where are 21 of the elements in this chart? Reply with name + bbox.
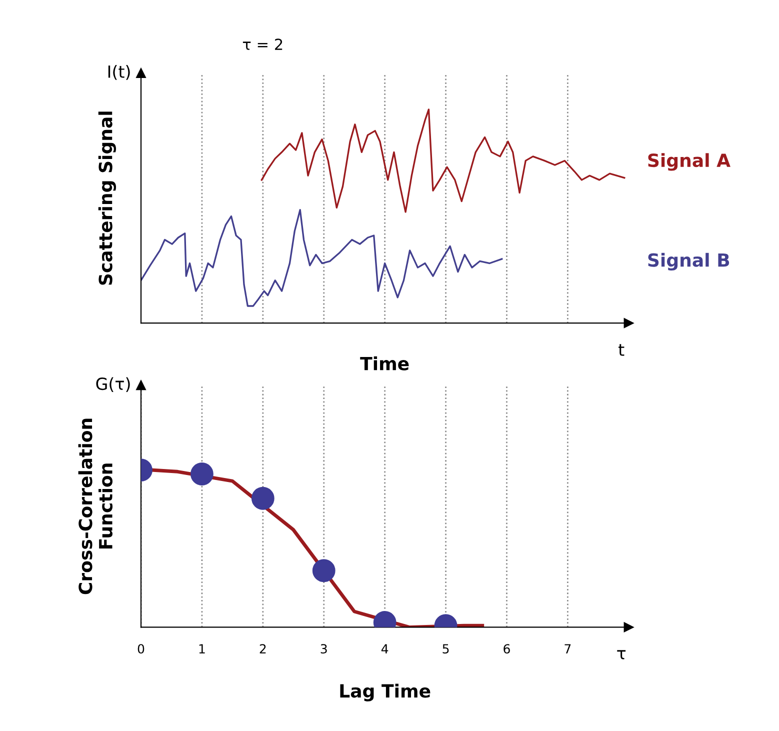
x-axis-title: Lag Time [340, 684, 430, 702]
x-tick-label: 1 [199, 644, 205, 654]
point [251, 486, 274, 510]
x-tick-label: 5 [442, 644, 449, 654]
x-tick-label: 6 [504, 644, 510, 654]
y-axis-title: Cross-Correlation Function [78, 418, 112, 594]
text: I(t) [108, 65, 130, 80]
point [190, 462, 214, 486]
x-tick-label: 7 [564, 644, 571, 654]
x-tick-label: 0 [138, 644, 144, 654]
x-tick-label: 4 [381, 644, 388, 654]
x-tick-label: 2 [260, 644, 266, 654]
x-tick-label: 3 [320, 644, 327, 654]
text: Signal B [648, 252, 730, 271]
text: τ [617, 650, 626, 660]
text: τ = 2 [242, 38, 282, 50]
text: t [618, 344, 624, 356]
text: G(τ) [96, 377, 130, 392]
x-axis-title: Time [360, 356, 409, 370]
series-label: Signal A [648, 153, 730, 171]
y-axis-title: Scattering Signal [98, 112, 116, 285]
